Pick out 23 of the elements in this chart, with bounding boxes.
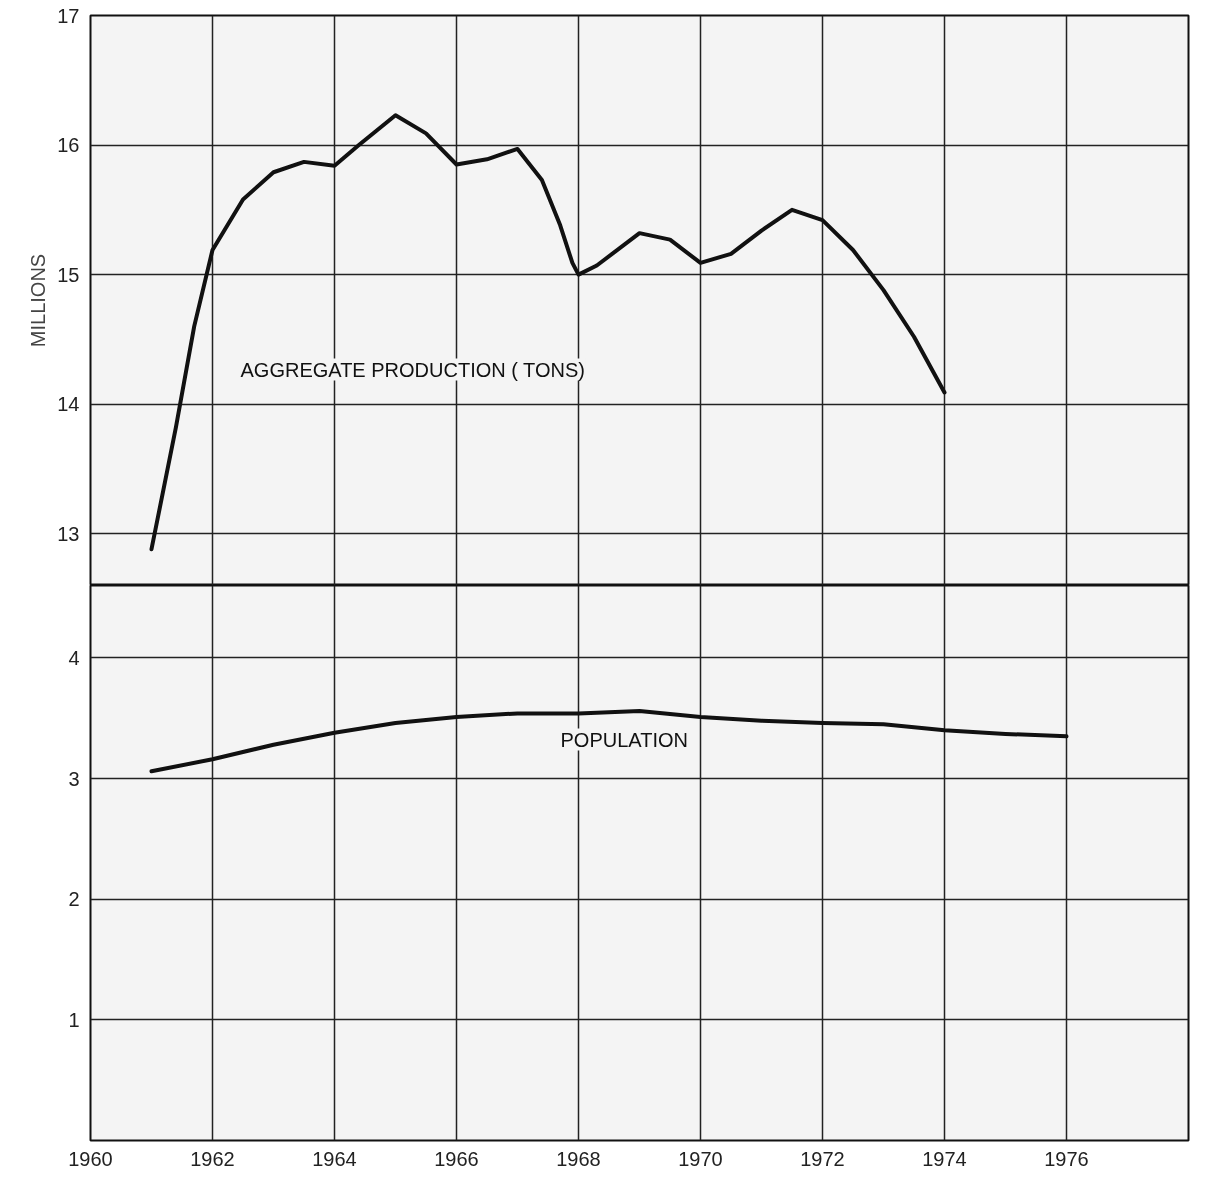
x-tick-label: 1960 — [68, 1147, 113, 1170]
x-tick-label: 1974 — [922, 1147, 967, 1170]
line-series — [149, 708, 1069, 774]
y-tick-label: 17 — [57, 4, 80, 27]
annotation: POPULATION — [560, 728, 688, 751]
y-tick-label: 1 — [68, 1008, 80, 1031]
y-tick-label: 2 — [68, 888, 80, 911]
y-tick-label: 16 — [57, 134, 80, 157]
y-tick-label: 15 — [57, 263, 80, 286]
x-tick-label: 1970 — [678, 1147, 723, 1170]
annotation: AGGREGATE PRODUCTION ( TONS) — [240, 358, 585, 381]
x-tick-label: 1966 — [434, 1147, 479, 1170]
x-tick-label: 1972 — [800, 1147, 845, 1170]
x-tick-label: 1964 — [312, 1147, 357, 1170]
x-tick-label: 1962 — [190, 1147, 235, 1170]
y-axis-title: MILLIONS — [27, 253, 50, 348]
y-tick-label: 3 — [68, 767, 80, 790]
x-tick-label: 1968 — [556, 1147, 601, 1170]
y-tick-label: 14 — [57, 393, 80, 416]
line-series — [149, 113, 947, 552]
x-tick-label: 1976 — [1044, 1147, 1089, 1170]
y-tick-label: 13 — [57, 522, 80, 545]
y-tick-label: 4 — [68, 646, 80, 669]
